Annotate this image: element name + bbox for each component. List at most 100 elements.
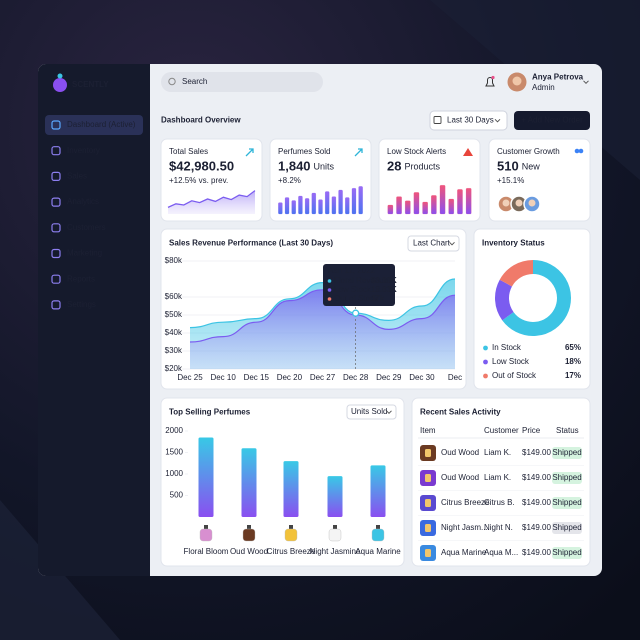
legend-swatch [483,345,488,351]
mini-bar [396,196,402,215]
stat-value-line: 1,840 Units [278,159,335,174]
status-pill [552,472,582,484]
donut-segment [502,260,571,336]
mini-bar [278,202,283,215]
price: $149.00 [522,448,551,457]
nav-icon [51,248,61,259]
nav-label: Customers [67,223,106,232]
nav-item[interactable]: Customers [51,223,106,233]
mini-bar [298,195,303,215]
stat-label: Customer Growth [497,147,560,156]
bar [283,461,299,517]
y-tick-label: $30k [165,346,183,355]
stat-label: Low Stock Alerts [387,147,446,156]
nav-item[interactable]: Dashboard (Active) [45,115,143,135]
legend-value: 18% [565,357,581,366]
series-area [190,289,455,369]
notification-bell[interactable] [485,77,495,87]
item-thumb-bottle [425,524,431,532]
status-pill [552,547,582,559]
column-header: Item [420,426,436,435]
bar [241,448,257,517]
nav-label: Marketing [67,249,102,258]
stat-value-line: 510 New [497,159,540,174]
bottle-icon [371,528,385,542]
add-order-button[interactable]: + Add New Order [514,111,590,130]
calendar-icon [433,116,442,124]
bottle-icon [242,528,256,542]
tooltip-bg [323,264,395,306]
bar [327,476,343,517]
stat-value: 510 [497,159,519,174]
nav-item[interactable]: Analytics [51,197,99,207]
tooltip-value: 18.83K [371,285,397,294]
chart-control[interactable]: Last Chart [407,235,460,252]
nav-active-bg [45,115,143,135]
user-name: Anya Petrova [532,73,584,82]
mini-bar [345,197,350,215]
stat-value: 1,840 [278,159,311,174]
bar [370,465,386,517]
x-tick-label: Night Jasmine [310,547,361,556]
y-tick-label: $50k [165,310,183,319]
mini-bar [291,200,296,215]
tooltip-name: Floral Revenue [334,276,389,285]
control-bg [346,404,397,420]
item-thumb-bottle [425,474,431,482]
bottle-icon [199,528,213,542]
tooltip-date: Aan 11, 2022 [328,266,376,275]
stat-value-line: 28 Products [387,159,440,174]
mini-bar [311,192,316,215]
date-range-button[interactable]: Last 30 Days [429,110,508,131]
mini-bar [405,200,411,215]
stat-value: 28 [387,159,401,174]
column-header: Customer [484,426,519,435]
control-label: Last Chart [413,239,451,248]
nav-icon [51,171,61,181]
price: $149.00 [522,473,551,482]
nav-item[interactable]: Reports [51,274,95,284]
customer-name: Night N. [484,523,513,532]
x-tick-label: Dec 27 [310,373,336,382]
alert-icon [463,148,473,156]
nav-item[interactable]: Inventory [51,146,100,156]
chevron [449,241,455,246]
stat-change: +15.1% [497,176,524,185]
stat-unit: New [522,162,541,172]
bottle-cap [333,525,337,529]
page-title: Dashboard Overview [161,116,241,125]
date-range-label: Last 30 Days [447,116,494,125]
nav-label: Reports [67,274,95,283]
x-tick-label: Dec [448,373,462,382]
nav-item[interactable]: Settings [51,300,96,310]
nav-item[interactable]: Sales [51,171,87,181]
x-tick-label: Citrus Breeze [267,547,316,556]
mini-bar [448,198,454,215]
chart-control[interactable]: Units Sold [346,404,397,420]
customer-name: Liam K. [484,473,511,482]
nav-label: Dashboard (Active) [67,120,136,129]
brand-name: SCENTLY [72,80,109,89]
nav-icon [51,223,61,233]
nav-item[interactable]: Marketing [51,248,102,259]
search-placeholder: Search [182,77,207,86]
chevron [494,118,501,123]
user-role: Admin [532,83,555,92]
customer-name: Aqua M... [484,548,518,557]
tooltip-swatch [327,279,332,283]
bottle-icon [284,528,298,542]
status: Shipped [552,548,581,557]
series-line [189,289,456,343]
legend-label: Low Stock [492,357,530,366]
mini-bar [387,204,394,215]
status: Shipped [552,448,581,457]
customer-avatar-face [515,199,523,207]
item-name: Night Jasm... [441,523,488,532]
content: SCENTLY Dashboard (Active) Inventory Sales A… [45,72,591,567]
nav-label: Sales [67,172,87,181]
search-box[interactable]: Search [161,72,323,92]
x-tick-label: Aqua Marine [355,547,401,556]
column-header: Price [522,426,541,435]
legend-label: Out of Stock [492,371,537,380]
bottle-cap [204,525,208,529]
